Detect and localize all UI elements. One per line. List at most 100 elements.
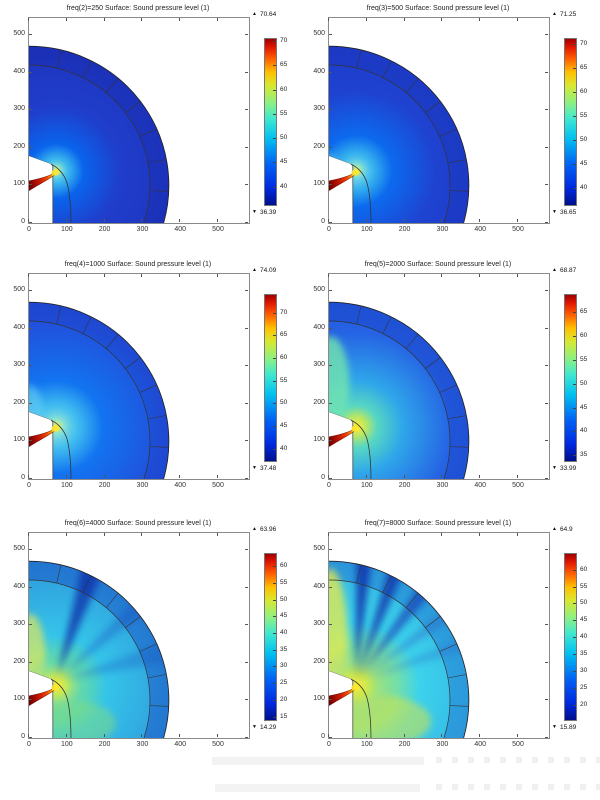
x-tick bbox=[403, 734, 405, 737]
colorbar-tick-label: 30 bbox=[280, 662, 288, 670]
colorbar-tick-label: 20 bbox=[580, 701, 588, 709]
x-tick-label: 400 bbox=[174, 741, 187, 748]
page-footer-artifact bbox=[468, 757, 474, 763]
y-tick bbox=[545, 327, 548, 329]
x-tick bbox=[103, 18, 105, 21]
plot-title: freq(3)=500 Surface: Sound pressure leve… bbox=[366, 5, 510, 12]
x-tick bbox=[103, 219, 105, 222]
y-tick bbox=[245, 146, 248, 148]
plot-canvas bbox=[28, 273, 250, 480]
y-tick bbox=[329, 737, 332, 738]
x-tick bbox=[517, 734, 518, 737]
colorbar-max: ▲ 68.87 bbox=[552, 267, 577, 274]
colorbar-tick bbox=[273, 683, 276, 685]
colorbar-tick bbox=[273, 716, 276, 718]
x-tick bbox=[441, 219, 443, 222]
x-tick bbox=[65, 219, 67, 222]
colorbar-tick-label: 40 bbox=[280, 182, 288, 190]
colorbar-max: ▲ 63.96 bbox=[252, 526, 277, 533]
y-tick bbox=[329, 661, 332, 663]
colorbar-tick bbox=[273, 162, 276, 164]
colorbar-tick bbox=[573, 705, 576, 707]
sound-pressure-surface bbox=[29, 301, 170, 479]
x-tick-label: 100 bbox=[360, 226, 373, 233]
y-tick-label: 400 bbox=[13, 582, 25, 590]
colorbar-tick bbox=[573, 383, 576, 385]
y-tick bbox=[29, 327, 32, 329]
triangle-down-icon: ▼ bbox=[252, 724, 257, 730]
colorbar-tick-label: 70 bbox=[280, 37, 288, 45]
x-tick-label: 0 bbox=[327, 226, 331, 233]
x-tick bbox=[141, 219, 143, 222]
y-tick-label: 100 bbox=[13, 695, 25, 703]
x-tick bbox=[141, 475, 143, 478]
colorbar bbox=[564, 38, 577, 206]
triangle-up-icon: ▲ bbox=[552, 11, 557, 17]
y-tick bbox=[29, 478, 32, 479]
y-tick bbox=[329, 289, 332, 291]
y-tick bbox=[245, 71, 248, 73]
colorbar-tick-label: 60 bbox=[580, 332, 588, 340]
colorbar-tick bbox=[273, 582, 276, 584]
x-tick-label: 400 bbox=[174, 482, 187, 489]
page-footer-artifact bbox=[500, 757, 506, 763]
x-tick bbox=[179, 475, 181, 478]
plot-title: freq(7)=8000 Surface: Sound pressure lev… bbox=[364, 520, 512, 527]
y-tick bbox=[329, 586, 332, 588]
x-tick bbox=[28, 219, 29, 222]
triangle-down-icon: ▼ bbox=[552, 724, 557, 730]
page-footer-artifact bbox=[452, 784, 458, 790]
colorbar-tick bbox=[573, 43, 576, 45]
colorbar-tick-label: 60 bbox=[580, 565, 588, 573]
colorbar-max: ▲ 71.25 bbox=[552, 11, 577, 18]
x-tick bbox=[403, 533, 405, 536]
y-tick bbox=[329, 548, 332, 550]
colorbar-tick bbox=[273, 65, 276, 67]
x-tick-label: 400 bbox=[174, 226, 187, 233]
colorbar-tick bbox=[273, 425, 276, 427]
plot-canvas bbox=[28, 17, 250, 224]
y-tick bbox=[245, 478, 248, 479]
y-tick bbox=[329, 71, 332, 73]
plot-title: freq(6)=4000 Surface: Sound pressure lev… bbox=[64, 520, 212, 527]
y-tick bbox=[329, 222, 332, 223]
colorbar-tick-label: 60 bbox=[580, 87, 588, 95]
page-footer-artifact bbox=[516, 757, 522, 763]
x-tick bbox=[365, 274, 367, 277]
x-tick bbox=[217, 18, 218, 21]
colorbar-tick-label: 65 bbox=[280, 61, 288, 69]
colorbar-tick-label: 30 bbox=[580, 667, 588, 675]
colorbar-tick bbox=[573, 620, 576, 622]
y-tick bbox=[245, 402, 248, 404]
colorbar-tick-label: 45 bbox=[280, 612, 288, 620]
colorbar-tick bbox=[273, 649, 276, 651]
x-tick bbox=[479, 274, 481, 277]
y-tick-label: 100 bbox=[313, 180, 325, 188]
y-tick bbox=[545, 365, 548, 367]
y-tick bbox=[329, 624, 332, 626]
y-tick bbox=[245, 440, 248, 442]
y-tick bbox=[29, 71, 32, 73]
y-tick-label: 0 bbox=[21, 474, 25, 481]
x-tick bbox=[479, 18, 481, 21]
y-tick-label: 300 bbox=[313, 361, 325, 369]
x-tick bbox=[403, 475, 405, 478]
sound-pressure-surface bbox=[329, 560, 470, 738]
triangle-up-icon: ▲ bbox=[252, 11, 257, 17]
page-footer-artifact bbox=[548, 784, 554, 790]
sound-pressure-surface bbox=[29, 560, 170, 738]
x-tick bbox=[441, 18, 443, 21]
x-tick bbox=[28, 533, 29, 536]
x-tick bbox=[517, 18, 518, 21]
subplot-freq-4000: freq(6)=4000 Surface: Sound pressure lev… bbox=[0, 515, 300, 773]
x-tick bbox=[179, 533, 181, 536]
x-tick bbox=[179, 219, 181, 222]
y-tick-label: 400 bbox=[313, 582, 325, 590]
colorbar-tick-label: 55 bbox=[580, 356, 588, 363]
colorbar-tick bbox=[573, 671, 576, 673]
x-tick-label: 100 bbox=[60, 482, 73, 489]
colorbar-tick bbox=[273, 335, 276, 337]
x-tick bbox=[479, 734, 481, 737]
colorbar-tick bbox=[573, 360, 576, 361]
colorbar-tick bbox=[573, 91, 576, 93]
